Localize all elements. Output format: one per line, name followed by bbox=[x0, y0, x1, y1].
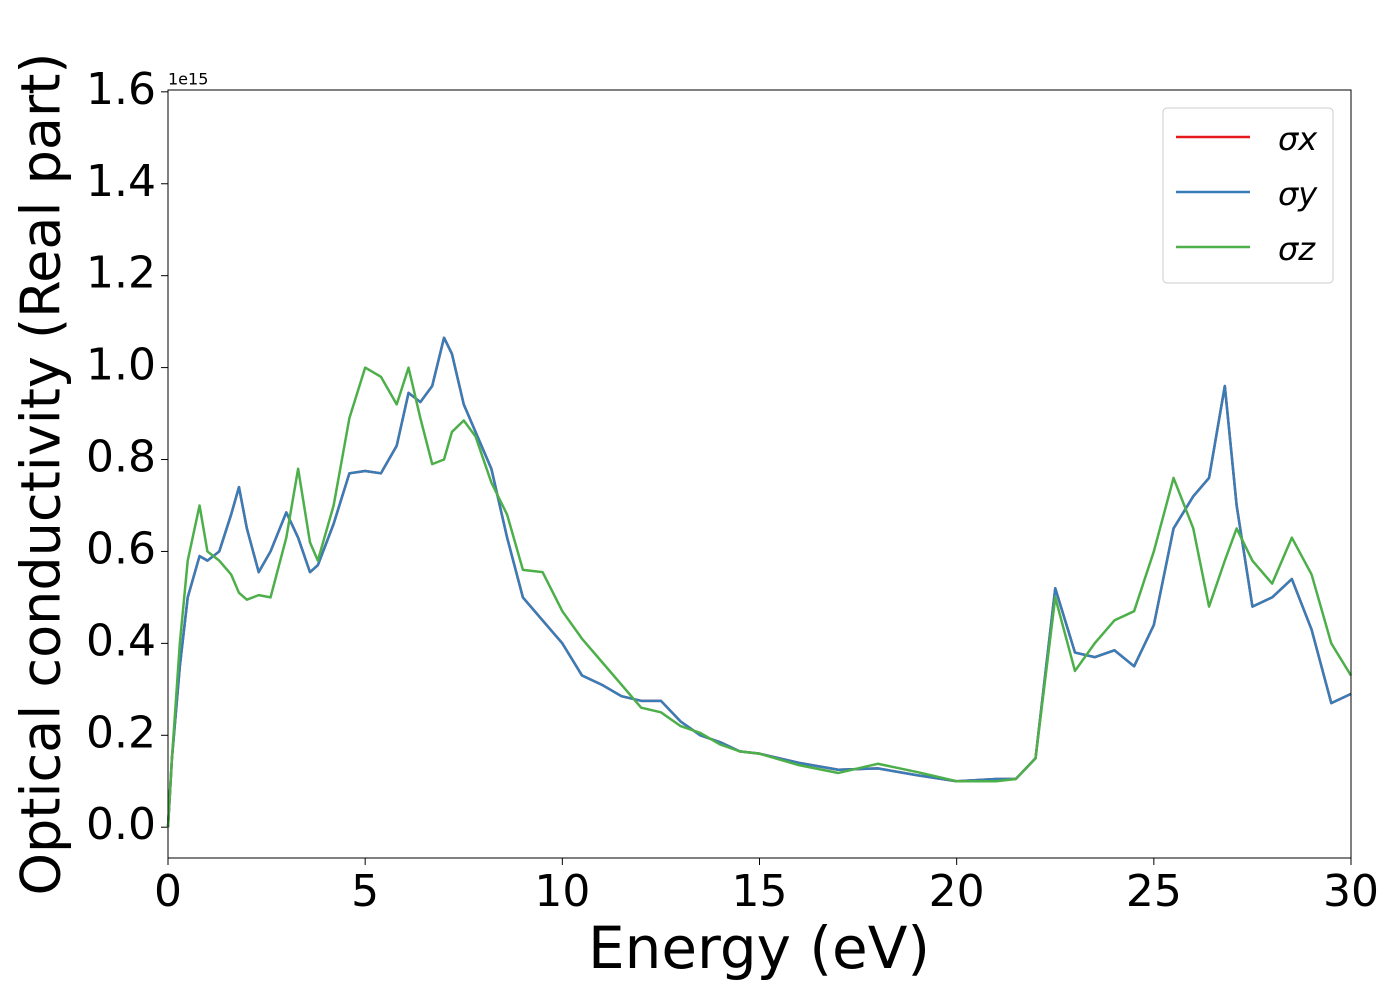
y-tick-label: 0.0 bbox=[86, 799, 156, 850]
legend-label: σy bbox=[1278, 175, 1318, 213]
x-tick-label: 10 bbox=[534, 866, 590, 917]
y-tick-label: 0.2 bbox=[86, 707, 156, 758]
x-tick-label: 25 bbox=[1126, 866, 1182, 917]
x-tick-label: 15 bbox=[732, 866, 788, 917]
x-tick-label: 20 bbox=[929, 866, 985, 917]
legend-box bbox=[1162, 107, 1334, 284]
y-tick-label: 0.6 bbox=[86, 523, 156, 574]
x-axis-label: Energy (eV) bbox=[588, 914, 930, 982]
y-tick-label: 1.2 bbox=[86, 248, 156, 299]
series-line bbox=[166, 366, 1353, 828]
y-tick-label: 0.4 bbox=[86, 615, 156, 666]
y-tick-label: 1.4 bbox=[86, 156, 156, 207]
y-tick-label: 1.0 bbox=[86, 340, 156, 391]
series-line bbox=[166, 336, 1352, 828]
y-axis-label: Optical conductivity (Real part) bbox=[10, 53, 73, 896]
offset-label: 1e15 bbox=[168, 70, 208, 89]
x-tick-label: 5 bbox=[351, 866, 379, 917]
legend-label: σx bbox=[1278, 120, 1318, 158]
legend-label: σz bbox=[1278, 230, 1316, 268]
y-tick-label: 0.8 bbox=[86, 432, 156, 483]
y-tick-label: 1.6 bbox=[86, 64, 156, 115]
x-tick-label: 0 bbox=[154, 866, 182, 917]
x-tick-label: 30 bbox=[1323, 866, 1379, 917]
plot-frame bbox=[167, 89, 1352, 859]
